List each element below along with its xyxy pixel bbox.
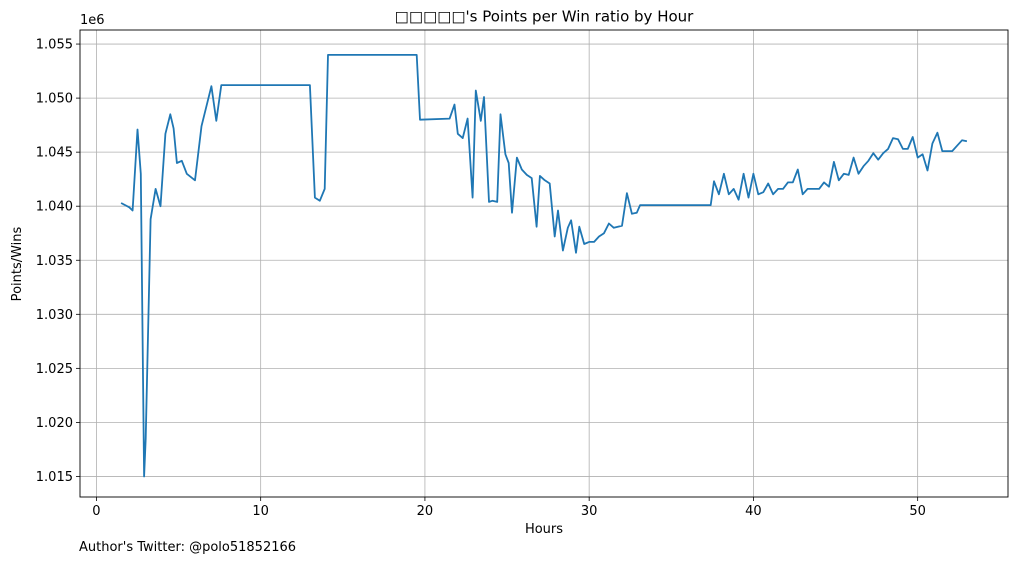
y-tick-label: 1.050 — [36, 92, 73, 107]
y-tick-label: 1.035 — [36, 254, 73, 269]
x-axis-label: Hours — [525, 522, 563, 537]
y-tick-label: 1.045 — [36, 146, 73, 161]
x-tick-label: 30 — [581, 504, 598, 519]
y-axis-label: Points/Wins — [10, 226, 25, 301]
y-offset-label: 1e6 — [80, 13, 105, 28]
y-tick-label: 1.040 — [36, 200, 73, 215]
x-axis-ticks: 0 10 20 30 40 50 — [92, 497, 926, 519]
y-tick-label: 1.015 — [36, 470, 73, 485]
plot-frame — [79, 29, 1009, 498]
y-tick-label: 1.030 — [36, 308, 73, 323]
y-tick-label: 1.025 — [36, 362, 73, 377]
x-tick-label: 20 — [417, 504, 434, 519]
y-axis-ticks: 1.015 1.020 1.025 1.030 1.035 1.040 1.045 1.050… — [36, 38, 80, 485]
series-line — [120, 54, 968, 478]
x-tick-label: 10 — [252, 504, 269, 519]
grid — [80, 30, 1008, 497]
y-tick-label: 1.055 — [36, 38, 73, 53]
x-tick-label: 40 — [745, 504, 762, 519]
chart-title: □□□□□'s Points per Win ratio by Hour — [395, 8, 695, 26]
author-credit: Author's Twitter: @polo51852166 — [79, 540, 296, 555]
x-tick-label: 0 — [92, 504, 100, 519]
x-tick-label: 50 — [909, 504, 926, 519]
y-tick-label: 1.020 — [36, 416, 73, 431]
